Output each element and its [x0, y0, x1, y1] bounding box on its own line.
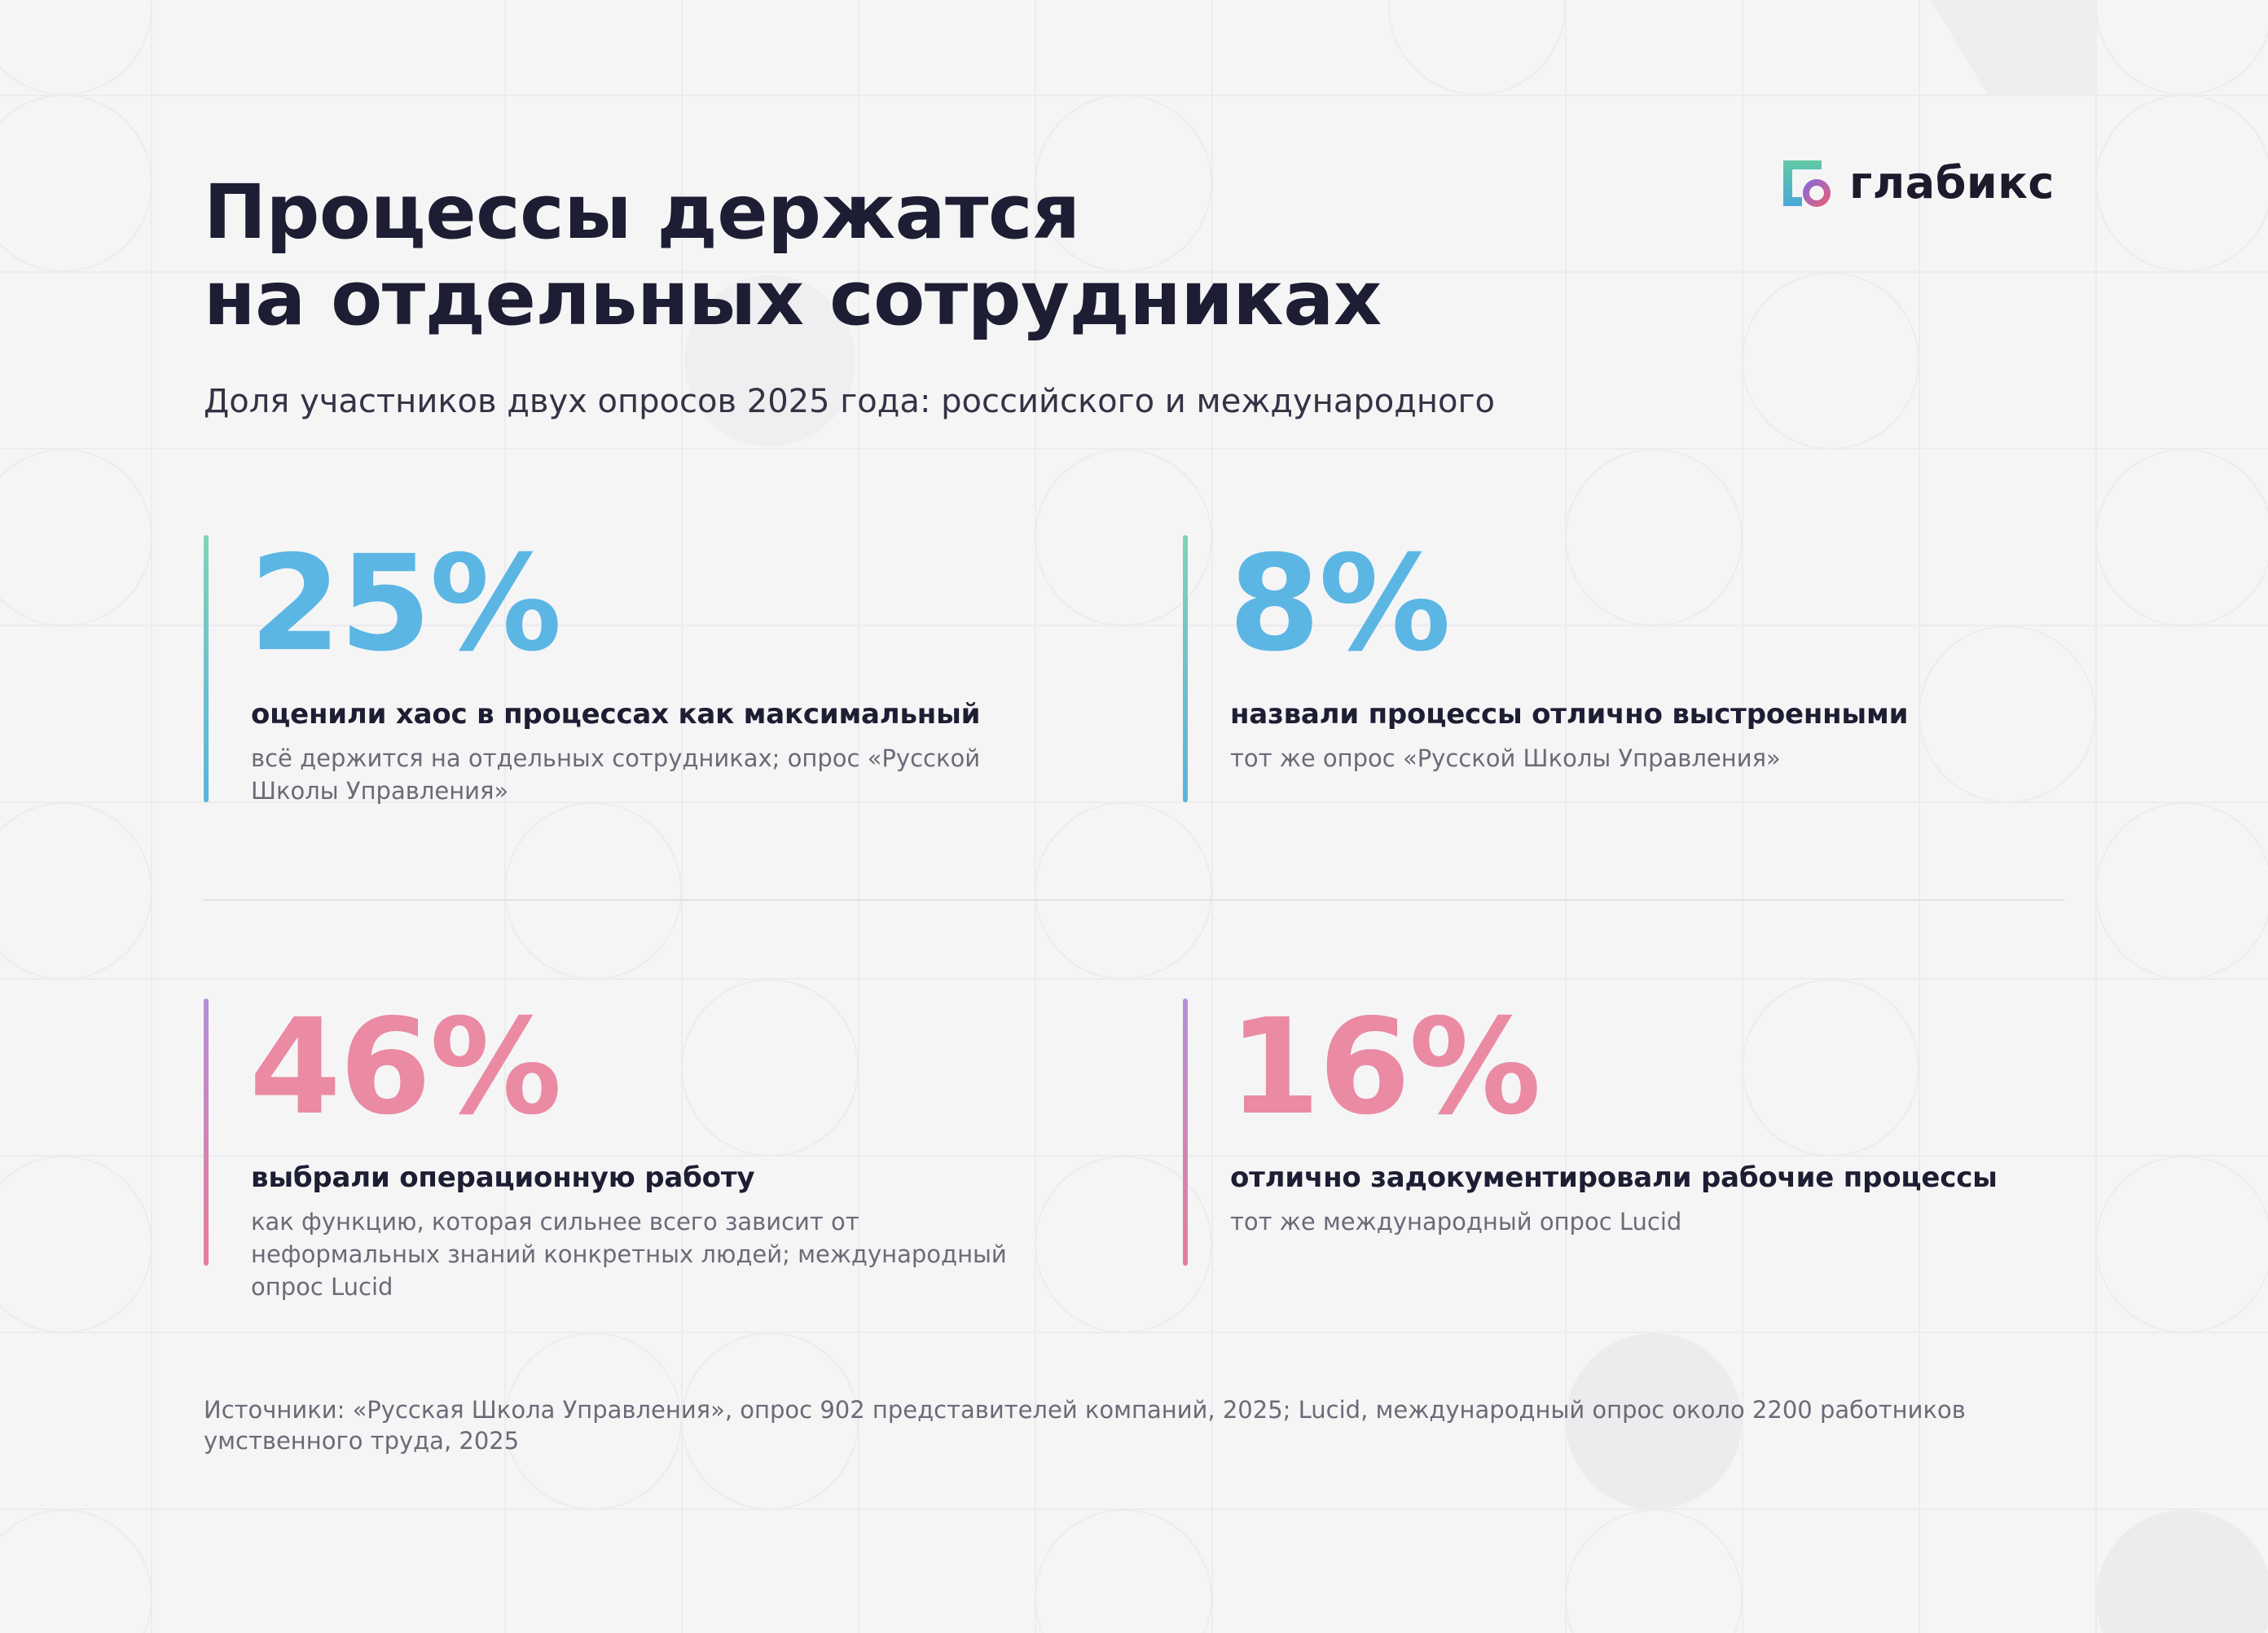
page-title: Процессы держатся на отдельных сотрудник… — [204, 169, 1589, 342]
stat-note: тот же опрос «Русской Школы Управления» — [1230, 744, 1781, 772]
title-line-2: на отдельных сотрудниках — [204, 255, 1382, 342]
stat-value: 25% — [249, 528, 562, 681]
accent-bar — [204, 535, 209, 802]
stat-headline: отлично задокументировали рабочие процес… — [1230, 1161, 1998, 1194]
stat-value: 16% — [1228, 991, 1541, 1144]
section-divider — [204, 899, 2064, 901]
title-line-1: Процессы держатся — [204, 169, 1080, 256]
stat-card-chaos: 25% оценили хаос в процессах как максима… — [204, 528, 1116, 805]
stat-headline: назвали процессы отлично выстроенными — [1230, 698, 1909, 731]
accent-bar — [1183, 999, 1188, 1266]
stat-card-documented: 16% отлично задокументировали рабочие пр… — [1183, 999, 2095, 1266]
stat-card-well-built: 8% назвали процессы отлично выстроенными… — [1183, 535, 2095, 802]
stat-value: 8% — [1228, 528, 1451, 681]
stat-headline: выбрали операционную работу — [251, 1161, 755, 1194]
page-subtitle: Доля участников двух опросов 2025 года: … — [204, 383, 1495, 420]
stat-card-operations: 46% выбрали операционную работу как функ… — [204, 991, 1116, 1301]
glabiks-logo-icon — [1783, 160, 1831, 207]
brand-logo: глабикс — [1781, 158, 2055, 209]
sources-footnote: Источники: «Русская Школа Управления», о… — [204, 1396, 1966, 1455]
stat-note: тот же международный опрос Lucid — [1230, 1208, 1682, 1236]
stat-value: 46% — [249, 991, 562, 1144]
accent-bar — [204, 999, 209, 1266]
stat-note: как функцию, которая сильнее всего завис… — [251, 1208, 1007, 1301]
stat-note: всё держится на отдельных сотрудниках; о… — [251, 744, 981, 805]
brand-name: глабикс — [1849, 157, 2055, 209]
stat-headline: оценили хаос в процессах как максимальны… — [251, 698, 981, 731]
accent-bar — [1183, 535, 1188, 802]
